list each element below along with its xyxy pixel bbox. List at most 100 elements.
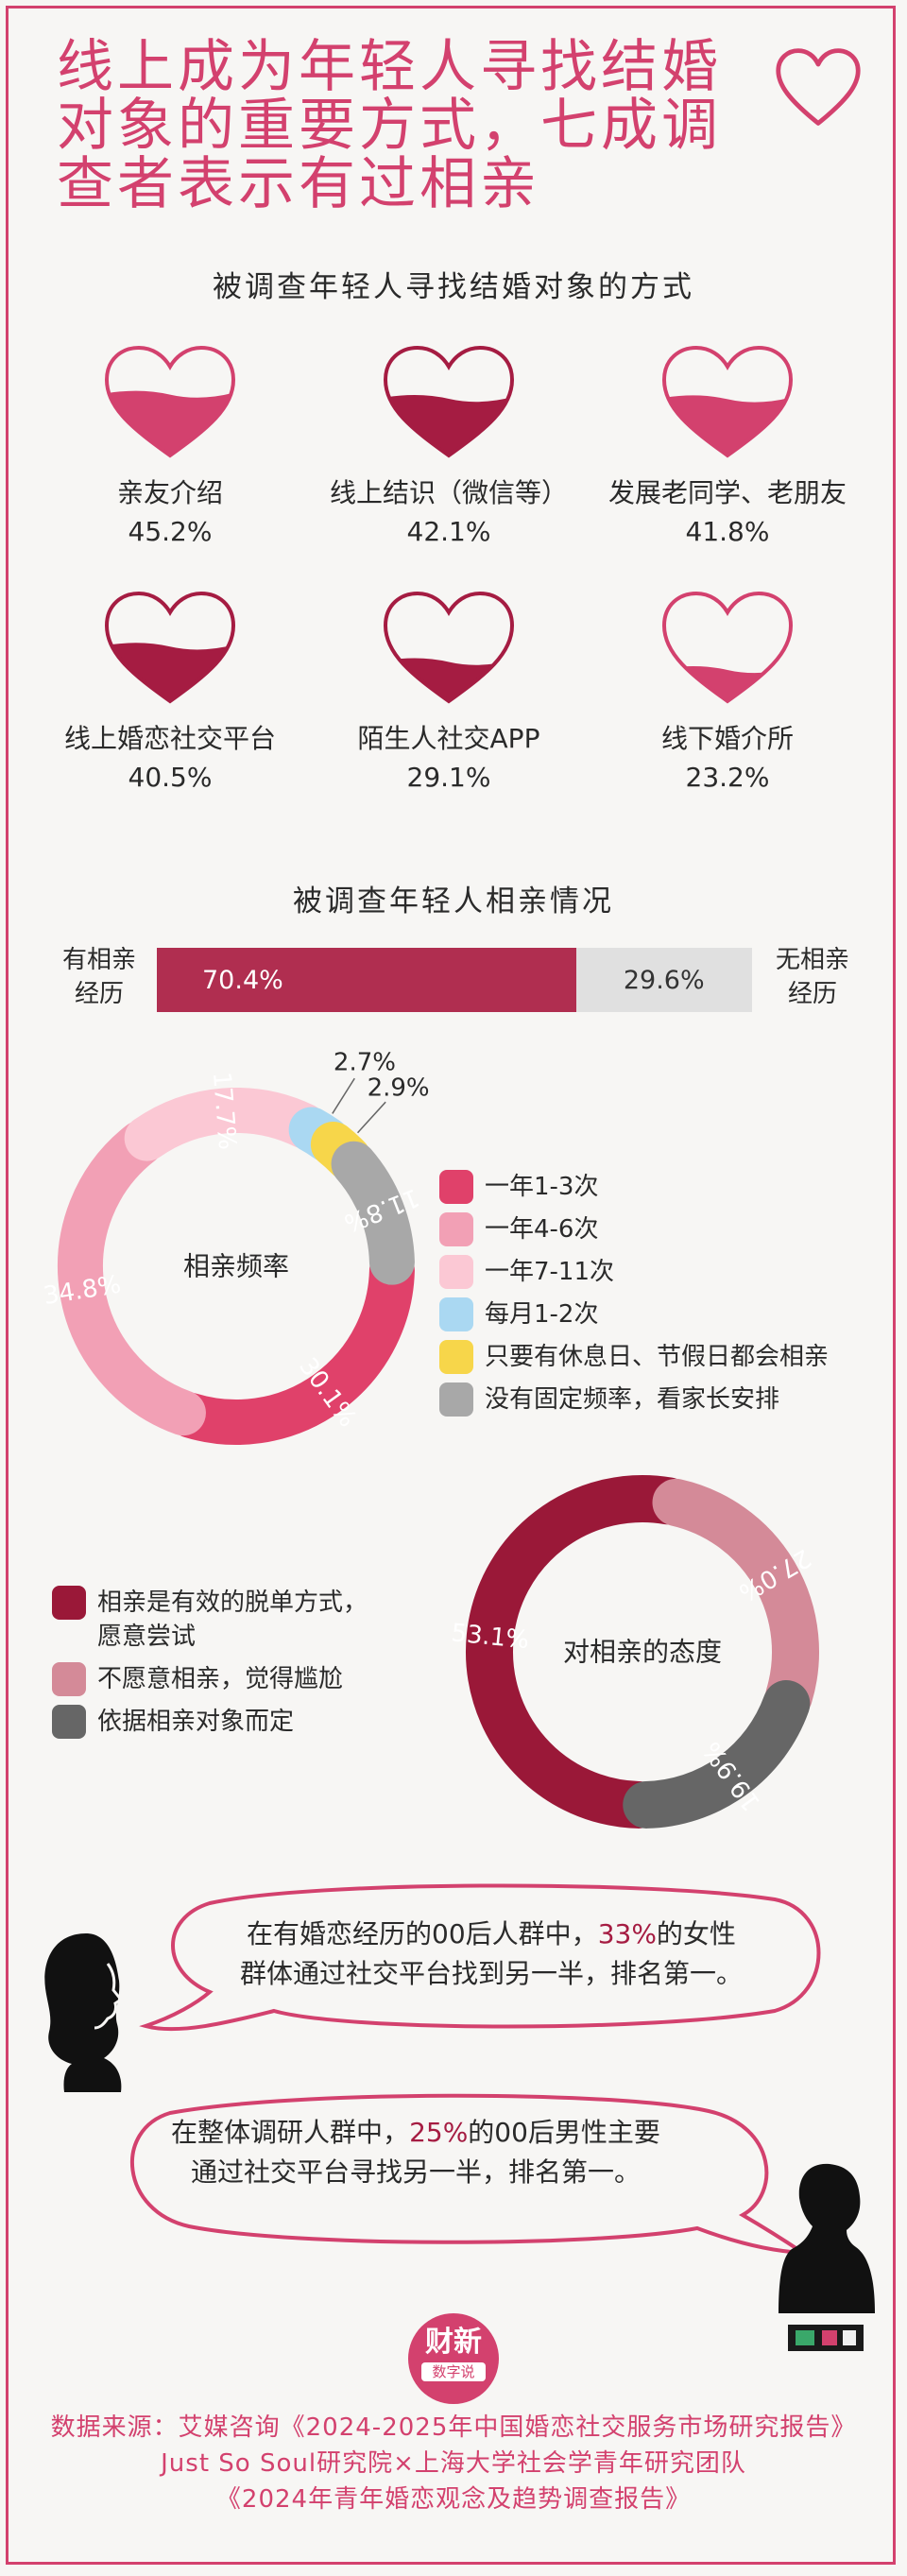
title-line-1: 线上成为年轻人寻找结婚 xyxy=(57,34,722,100)
section-title-experience: 被调查年轻人相亲情况 xyxy=(293,884,614,919)
frequency-legend: 一年1-3次 一年4-6次 一年7-11次 每月1-2次只要有休息日、节假日都会相亲没… xyxy=(439,1170,829,1425)
heart-value-label: 23.2% xyxy=(685,762,770,793)
heart-fill xyxy=(107,390,233,455)
bar-segment-no: 29.6% xyxy=(575,948,752,1012)
section-title-ways: 被调查年轻人寻找结婚对象的方式 xyxy=(213,270,694,304)
legend-swatch xyxy=(439,1382,473,1417)
heart-value-label: 40.5% xyxy=(128,762,213,793)
heart-value-label: 41.8% xyxy=(685,516,770,547)
bar-right-label: 无相亲 经历 xyxy=(756,943,869,1011)
heart-category-label: 线上结识（微信等） xyxy=(329,477,568,508)
legend-label: 一年4-6次 xyxy=(485,1215,599,1244)
heart-card: 发展老同学、老朋友 41.8% xyxy=(586,340,869,547)
brand-logo: 财新 数字说 xyxy=(408,2313,499,2404)
legend-label: 依据相亲对象而定 xyxy=(97,1708,295,1736)
donut-slice xyxy=(124,1088,327,1161)
heart-category-label: 线下婚介所 xyxy=(660,723,794,754)
footer-line-2: Just So Soul研究院×上海大学社会学青年研究团队 xyxy=(161,2449,746,2478)
logo-line-1: 财新 xyxy=(425,2326,482,2359)
heart-value-label: 29.1% xyxy=(406,762,491,793)
heart-mark xyxy=(661,345,794,458)
donut-value-label: 17.7% xyxy=(207,1071,241,1151)
donut-slice xyxy=(466,1475,693,1829)
heart-card: 陌生人社交APP 29.1% xyxy=(307,586,590,793)
decor-strip xyxy=(788,2325,864,2351)
legend-item: 每月1-2次 xyxy=(439,1297,829,1331)
legend-swatch xyxy=(439,1255,473,1289)
attitude-donut: 53.1%27.0%19.9%对相亲的态度 xyxy=(450,1475,819,1829)
legend-item: 依据相亲对象而定 xyxy=(52,1705,368,1739)
legend-item: 相亲是有效的脱单方式， 愿意尝试 xyxy=(52,1586,368,1654)
donut-value-label: 2.7% xyxy=(334,1049,396,1076)
donut-slice xyxy=(331,1141,415,1285)
bar-right-label-line: 经历 xyxy=(787,980,837,1008)
heart-category-label: 发展老同学、老朋友 xyxy=(608,477,847,508)
bubble-bottom-text: 在整体调研人群中，25%的00后男性主要 通过社交平台寻找另一半，排名第一。 xyxy=(171,2117,660,2188)
heart-value-label: 45.2% xyxy=(128,516,213,547)
legend-label: 相亲是有效的脱单方式， 愿意尝试 xyxy=(97,1589,368,1651)
footer-source: 数据来源：艾媒咨询《2024-2025年中国婚恋社交服务市场研究报告》 Just… xyxy=(0,2410,907,2517)
donut-value-label: 34.8% xyxy=(42,1271,123,1312)
heart-outline-icon xyxy=(776,48,861,126)
legend-swatch xyxy=(439,1170,473,1204)
heart-card: 线下婚介所 23.2% xyxy=(586,586,869,793)
donut-center-label: 相亲频率 xyxy=(183,1251,289,1282)
heart-category-label: 亲友介绍 xyxy=(116,477,223,508)
footer-line-1: 数据来源：艾媒咨询《2024-2025年中国婚恋社交服务市场研究报告》 xyxy=(50,2413,857,2442)
legend-item: 一年4-6次 xyxy=(439,1212,829,1246)
heart-card: 亲友介绍 45.2% xyxy=(28,340,312,547)
legend-swatch xyxy=(439,1212,473,1246)
legend-item: 只要有休息日、节假日都会相亲 xyxy=(439,1340,829,1374)
legend-swatch xyxy=(52,1586,86,1620)
heart-category-label: 线上婚恋社交平台 xyxy=(63,723,276,754)
leader-line xyxy=(332,1077,355,1114)
heart-card: 线上结识（微信等） 42.1% xyxy=(307,340,590,547)
heart-mark xyxy=(104,345,236,458)
woman-silhouette-icon xyxy=(44,1933,124,2092)
footer-line-3: 《2024年青年婚恋观念及趋势调查报告》 xyxy=(215,2485,692,2514)
heart-mark xyxy=(383,345,515,458)
legend-item: 一年1-3次 xyxy=(439,1170,829,1204)
legend-item: 一年7-11次 xyxy=(439,1255,829,1289)
logo-line-2: 数字说 xyxy=(421,2362,486,2381)
bar-segment-yes: 70.4% xyxy=(157,948,576,1012)
bubble-top-text: 在有婚恋经历的00后人群中，33%的女性 群体通过社交平台找到另一半，排名第一。 xyxy=(239,1918,743,1989)
legend-label: 每月1-2次 xyxy=(485,1300,599,1329)
legend-label: 一年7-11次 xyxy=(485,1258,615,1286)
bar-left-label: 有相亲 经历 xyxy=(47,943,151,1011)
legend-item: 不愿意相亲，觉得尴尬 xyxy=(52,1662,368,1696)
donut-center-label: 对相亲的态度 xyxy=(563,1637,722,1668)
man-silhouette-icon xyxy=(779,2163,875,2313)
legend-item: 没有固定频率，看家长安排 xyxy=(439,1382,829,1417)
legend-swatch xyxy=(52,1705,86,1739)
heart-value-label: 42.1% xyxy=(406,516,491,547)
legend-swatch xyxy=(52,1662,86,1696)
page-title: 线上成为年轻人寻找结婚 对象的重要方式，七成调 查者表示有过相亲 xyxy=(57,38,737,214)
heart-mark xyxy=(383,591,515,704)
heart-card: 线上婚恋社交平台 40.5% xyxy=(28,586,312,793)
frequency-donut: 30.1%34.8%17.7%2.7%2.9%11.8%相亲频率 xyxy=(42,1049,430,1445)
heart-mark xyxy=(104,591,236,704)
leader-line xyxy=(356,1101,386,1134)
donut-slice xyxy=(652,1478,819,1720)
donut-value-label: 2.9% xyxy=(368,1073,430,1102)
donut-value-label: 53.1% xyxy=(450,1619,530,1655)
legend-label: 只要有休息日、节假日都会相亲 xyxy=(485,1343,830,1371)
title-line-2: 对象的重要方式，七成调 xyxy=(57,93,722,159)
legend-label: 一年1-3次 xyxy=(485,1173,599,1201)
legend-swatch xyxy=(439,1340,473,1374)
donut-slice xyxy=(58,1120,206,1436)
legend-label: 不愿意相亲，觉得尴尬 xyxy=(97,1665,344,1693)
experience-bar: 70.4% 29.6% xyxy=(157,948,752,1012)
heart-mark xyxy=(661,591,794,704)
legend-label: 没有固定频率，看家长安排 xyxy=(485,1385,780,1414)
donut-slice xyxy=(168,1247,415,1445)
bar-left-label-line: 经历 xyxy=(74,980,124,1008)
bar-right-label-line: 无相亲 xyxy=(775,946,849,974)
title-line-3: 查者表示有过相亲 xyxy=(57,151,540,217)
heart-fill xyxy=(385,395,512,455)
legend-swatch xyxy=(439,1297,473,1331)
heart-fill xyxy=(664,395,791,455)
speech-bubble-top xyxy=(139,1883,821,2032)
bar-left-label-line: 有相亲 xyxy=(61,946,136,974)
